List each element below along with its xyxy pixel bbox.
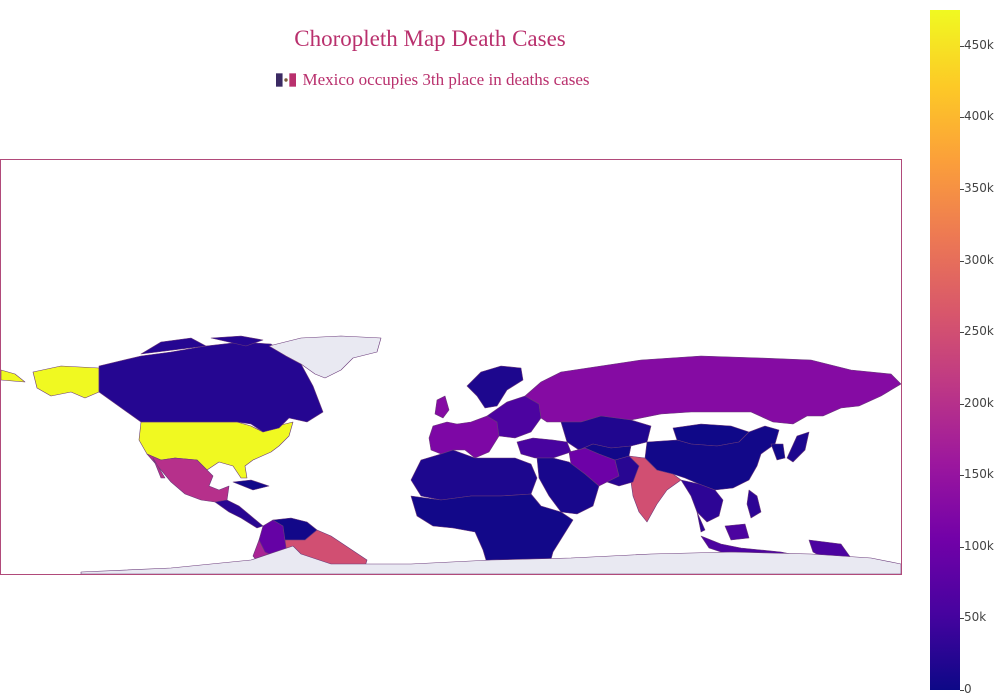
- colorbar-tick-label: 50k: [964, 610, 987, 625]
- region-cuba[interactable]: [232, 479, 270, 491]
- region-korea[interactable]: [770, 443, 786, 461]
- region-canada[interactable]: [98, 341, 324, 433]
- colorbar-tick-mark: [960, 117, 964, 119]
- region-sub-saharan-africa[interactable]: [410, 493, 574, 574]
- colorbar-tick-label: 250k: [964, 324, 994, 339]
- region-pakistan[interactable]: [606, 455, 640, 487]
- chart-title: Choropleth Map Death Cases: [294, 26, 566, 51]
- colorbar-tick-label: 100k: [964, 538, 994, 553]
- colorbar-tick-label: 0: [964, 682, 972, 696]
- mexico-flag-icon: [276, 73, 297, 87]
- world-map[interactable]: [0, 159, 902, 575]
- region-western-europe[interactable]: [428, 415, 500, 459]
- region-indonesia[interactable]: [724, 523, 750, 541]
- region-southeast-asia[interactable]: [680, 479, 724, 523]
- chart-subtitle: Mexico occupies 3th place in deaths case…: [0, 70, 866, 90]
- region-russia[interactable]: [524, 355, 901, 425]
- region-central-america[interactable]: [214, 499, 264, 529]
- colorbar-tick-mark: [960, 332, 964, 334]
- colorbar-tick-mark: [960, 45, 964, 47]
- region-philippines[interactable]: [746, 489, 762, 519]
- region-mexico[interactable]: [152, 457, 166, 479]
- colorbar-tick-label: 300k: [964, 252, 994, 267]
- region-alaska[interactable]: [1, 369, 26, 383]
- world-map-svg[interactable]: [1, 160, 901, 574]
- region-scandinavia[interactable]: [466, 365, 524, 409]
- colorbar-tick-label: 200k: [964, 395, 994, 410]
- colorbar-tick-mark: [960, 188, 964, 190]
- region-uk[interactable]: [434, 395, 450, 419]
- colorbar-tick-label: 350k: [964, 180, 994, 195]
- region-turkey[interactable]: [516, 437, 572, 459]
- region-southeast-asia[interactable]: [696, 511, 706, 533]
- region-central-asia[interactable]: [578, 443, 632, 461]
- region-middle-east[interactable]: [536, 457, 600, 515]
- region-alaska[interactable]: [32, 365, 100, 399]
- colorbar: [930, 10, 960, 690]
- colorbar-tick-label: 450k: [964, 37, 994, 52]
- region-canada[interactable]: [140, 337, 207, 355]
- region-north-africa[interactable]: [410, 449, 538, 501]
- region-eastern-europe[interactable]: [486, 395, 542, 439]
- region-kazakhstan[interactable]: [560, 415, 652, 451]
- colorbar-tick-mark: [960, 260, 964, 262]
- colorbar-tick-mark: [960, 475, 964, 477]
- colorbar-tick-label: 150k: [964, 467, 994, 482]
- colorbar-tick-label: 400k: [964, 109, 994, 124]
- colorbar-tick-mark: [960, 546, 964, 548]
- colorbar-tick-mark: [960, 690, 964, 691]
- colorbar-tick-mark: [960, 403, 964, 405]
- colorbar-tick-mark: [960, 618, 964, 620]
- region-antarctica[interactable]: [80, 545, 901, 574]
- region-japan[interactable]: [786, 431, 810, 463]
- region-china[interactable]: [644, 425, 780, 491]
- region-mexico[interactable]: [146, 453, 230, 503]
- region-greenland[interactable]: [268, 335, 382, 379]
- region-canada[interactable]: [210, 335, 264, 347]
- chart-subtitle-text: Mexico occupies 3th place in deaths case…: [302, 70, 590, 89]
